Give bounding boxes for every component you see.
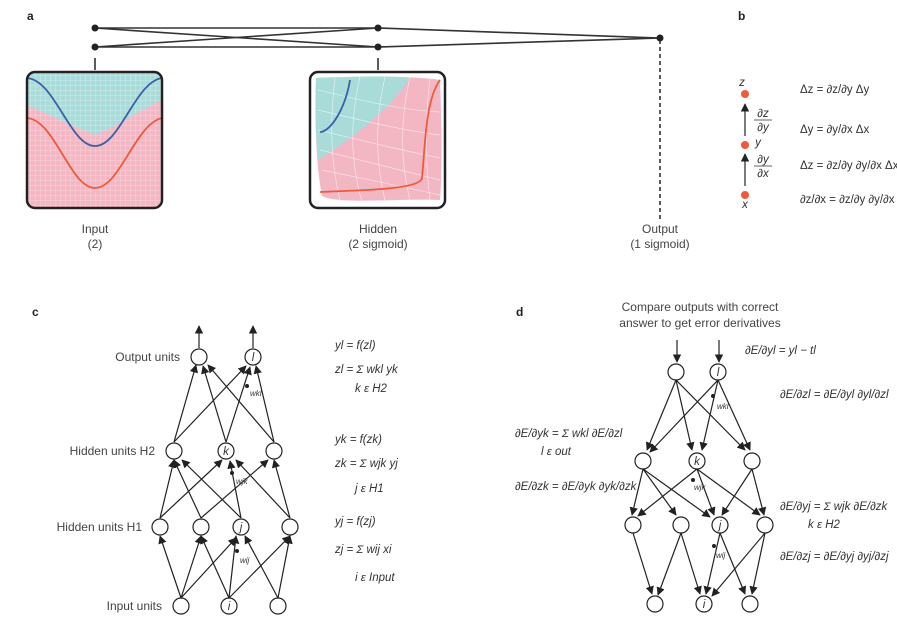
node-x xyxy=(741,191,749,199)
c-h2-node-1 xyxy=(165,442,183,460)
d-h2-node-1 xyxy=(634,452,652,470)
c-weight-jk: wjk xyxy=(236,477,249,486)
c-eq-out-1: yl = f(zl) xyxy=(334,340,376,352)
panel-a-nodes xyxy=(91,24,664,51)
row-label-output: Output units xyxy=(115,350,180,364)
d-eq-5: ∂E/∂yj = Σ wjk ∂E/∂zk xyxy=(780,501,889,513)
c-eq-out-2: zl = Σ wkl yk xyxy=(334,364,399,376)
d-h2-node-3 xyxy=(743,452,761,470)
c-h1-node-1 xyxy=(151,518,169,536)
dy-dx-den: ∂x xyxy=(757,168,770,180)
d-weight-jk: wjk xyxy=(694,483,707,492)
chain-eq-4: ∂z/∂x = ∂z/∂y ∂y/∂x xyxy=(800,194,895,206)
c-h1-node-j xyxy=(232,518,250,536)
d-eq-3-sum: l ε out xyxy=(541,446,572,458)
c-h1-node-4 xyxy=(281,518,299,536)
panel-label-d: d xyxy=(516,305,523,319)
d-output-node-l xyxy=(709,363,727,381)
panel-label-c: c xyxy=(32,305,39,319)
c-input-node-3 xyxy=(269,597,287,615)
d-weight-kl: wkl xyxy=(717,402,729,411)
d-h1-node-j xyxy=(711,516,729,534)
c-input-node-1 xyxy=(172,597,190,615)
dz-dy-num: ∂z xyxy=(757,108,769,120)
c-eq-h1-1: yj = f(zj) xyxy=(334,516,376,528)
d-eq-6: ∂E/∂zj = ∂E/∂yj ∂yj/∂zj xyxy=(780,551,889,563)
hidden-space-plot xyxy=(308,70,447,210)
d-output-node-1 xyxy=(667,363,685,381)
chain-eq-1: Δz = ∂z/∂y Δy xyxy=(800,84,869,96)
c-weight-ij: wij xyxy=(240,556,250,565)
node-y xyxy=(741,141,749,149)
c-output-node-l xyxy=(244,348,262,366)
c-node-j-label: j xyxy=(238,522,243,534)
row-label-h1: Hidden units H1 xyxy=(57,520,143,534)
node-y-label: y xyxy=(754,137,762,149)
dy-dx-num: ∂y xyxy=(757,154,770,166)
c-node-i-label: i xyxy=(228,601,231,613)
d-h1-node-4 xyxy=(756,516,774,534)
panel-c-forward: l k j i wkl wjk wij Output units Hidden … xyxy=(57,325,399,615)
panel-label-b: b xyxy=(738,9,745,23)
hidden-layer-count: (2 sigmoid) xyxy=(348,237,407,251)
d-h1-node-2 xyxy=(672,516,690,534)
chain-eq-3: Δz = ∂z/∂y ∂y/∂x Δx xyxy=(800,160,897,172)
c-h2-node-3 xyxy=(265,442,283,460)
c-h1-node-2 xyxy=(192,518,210,536)
input-layer-count: (2) xyxy=(88,237,103,251)
d-eq-1: ∂E/∂yl = yl − tl xyxy=(745,345,816,357)
hidden-layer-label: Hidden xyxy=(359,222,397,236)
panel-b-chain: z y x ∂z ∂y ∂y ∂x Δz = ∂z/∂y Δy Δy = ∂y/… xyxy=(738,77,897,211)
c-eq-h1-2: zj = Σ wij xi xyxy=(334,544,392,556)
d-caption-line2: answer to get error derivatives xyxy=(619,316,780,330)
d-input-node-1 xyxy=(646,595,664,613)
d-eq-2: ∂E/∂zl = ∂E/∂yl ∂yl/∂zl xyxy=(780,389,889,401)
c-h2-node-k xyxy=(217,442,235,460)
c-input-node-i xyxy=(220,597,238,615)
d-weight-ij: wij xyxy=(716,551,726,560)
node-x-label: x xyxy=(741,199,749,211)
dz-dy-den: ∂y xyxy=(757,122,770,134)
d-h1-node-1 xyxy=(624,516,642,534)
d-input-node-i xyxy=(695,595,713,613)
d-node-l-label: l xyxy=(717,367,720,379)
c-eq-h1-sum: i ε Input xyxy=(355,572,395,584)
output-layer-count: (1 sigmoid) xyxy=(630,237,689,251)
c-weight-kl: wkl xyxy=(250,389,262,398)
d-caption-line1: Compare outputs with correct xyxy=(622,300,779,314)
d-eq-5-sum: k ε H2 xyxy=(808,519,840,531)
d-eq-3: ∂E/∂yk = Σ wkl ∂E/∂zl xyxy=(515,428,623,440)
c-node-l-label: l xyxy=(252,352,255,364)
panel-d-backward: Compare outputs with correct answer to g… xyxy=(515,300,889,613)
c-eq-out-sum: k ε H2 xyxy=(355,383,387,395)
c-eq-h2-2: zk = Σ wjk yj xyxy=(334,458,398,470)
d-eq-4: ∂E/∂zk = ∂E/∂yk ∂yk/∂zk xyxy=(515,481,638,493)
input-space-plot xyxy=(25,70,164,210)
d-node-i-label: i xyxy=(703,599,706,611)
d-input-node-3 xyxy=(741,595,759,613)
c-eq-h2-1: yk = f(zk) xyxy=(334,434,382,446)
c-node-k-label: k xyxy=(223,446,230,458)
chain-eq-2: Δy = ∂y/∂x Δx xyxy=(800,124,869,136)
output-layer-label: Output xyxy=(642,222,679,236)
d-node-j-label: j xyxy=(717,520,722,532)
input-layer-label: Input xyxy=(82,222,109,236)
c-eq-h2-sum: j ε H1 xyxy=(353,483,384,495)
panel-label-a: a xyxy=(27,9,34,23)
node-z-label: z xyxy=(738,77,745,89)
d-h2-node-k xyxy=(688,452,706,470)
c-output-node-1 xyxy=(190,348,208,366)
d-node-k-label: k xyxy=(694,456,701,468)
panel-a-network xyxy=(94,27,661,222)
row-label-input: Input units xyxy=(107,599,162,613)
node-z xyxy=(741,90,749,98)
row-label-h2: Hidden units H2 xyxy=(70,444,156,458)
